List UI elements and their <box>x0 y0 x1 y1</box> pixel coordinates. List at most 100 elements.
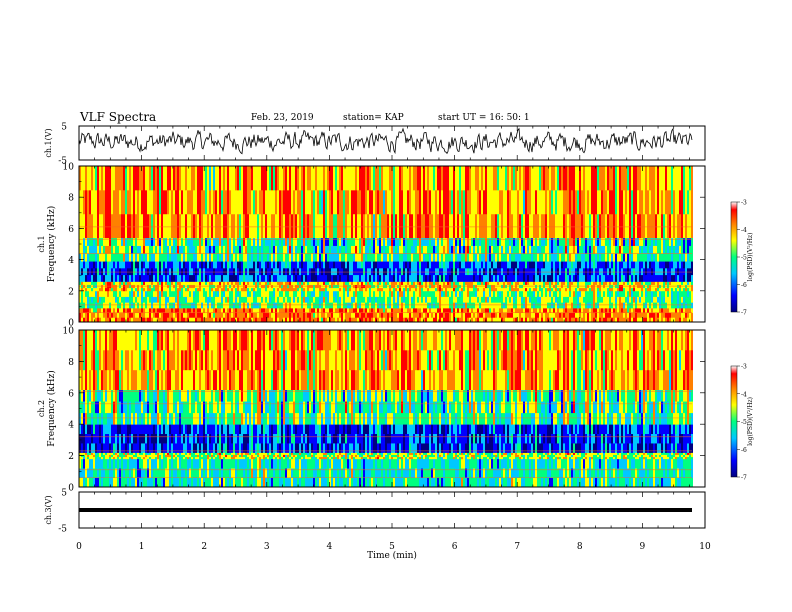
ch1-spec-cell <box>587 302 589 309</box>
ch1-spec-cell <box>517 237 519 246</box>
ch1-spec-cell <box>331 290 333 297</box>
ch1-spec-cell <box>169 290 171 297</box>
ch1-spec-cell <box>415 261 417 269</box>
ch1-spec-cell <box>129 189 131 215</box>
ch1-spec-cell <box>463 237 465 246</box>
ch1-spec-cell <box>469 189 471 215</box>
ch1-spec-cell <box>263 189 265 215</box>
ch1-spec-cell <box>423 290 425 297</box>
ch1-spec-cell <box>327 317 329 323</box>
ch1-spec-cell <box>125 166 127 191</box>
ch1-spec-cell <box>87 274 89 282</box>
ch1-spec-cell <box>261 267 263 276</box>
ch1-spec-cell <box>349 287 351 292</box>
ch1-spec-cell <box>109 312 111 318</box>
ch1-spec-cell <box>351 189 353 215</box>
ch1-spec-cell <box>123 296 125 303</box>
ch1-spec-cell <box>515 296 517 303</box>
ch1-spec-cell <box>161 245 163 254</box>
ch1-spec-cell <box>317 317 319 323</box>
ch1-spec-cell <box>595 261 597 269</box>
ch1-spec-cell <box>311 287 313 292</box>
ch1-spec-cell <box>121 287 123 292</box>
ch1-spec-cell <box>373 237 375 246</box>
ch1-spec-cell <box>199 253 201 262</box>
ch1-spec-cell <box>195 274 197 282</box>
ch1-spec-cell <box>377 281 379 285</box>
ch1-spec-cell <box>521 189 523 215</box>
ch1-spec-cell <box>387 237 389 246</box>
ch1-spec-cell <box>589 281 591 285</box>
ch1-spec-cell <box>141 302 143 309</box>
ch1-spec-cell <box>267 307 269 314</box>
ch1-spec-cell <box>395 213 397 239</box>
ch1-spec-cell <box>311 253 313 262</box>
ch1-spec-cell <box>105 189 107 215</box>
ch1-spec-cell <box>489 281 491 285</box>
date-label: Feb. 23, 2019 <box>251 113 314 123</box>
ch1-spec-cell <box>221 302 223 309</box>
ch1-spec-cell <box>547 287 549 292</box>
ch1-spec-cell <box>129 237 131 246</box>
ch1-spec-cell <box>417 253 419 262</box>
ch1-spec-cell <box>423 166 425 191</box>
ch1-spec-cell <box>283 307 285 314</box>
ch1-spec-cell <box>389 307 391 314</box>
ch1-spec-cell <box>323 189 325 215</box>
ch1-spec-cell <box>273 261 275 269</box>
ch1-spec-cell <box>437 290 439 297</box>
ch1-spec-cell <box>525 317 527 323</box>
ch1-spec-cell <box>257 274 259 282</box>
ch1-spec-cell <box>435 290 437 297</box>
ch1-spec-cell <box>301 312 303 318</box>
ch1-spec-cell <box>395 287 397 292</box>
ch1-spec-cell <box>119 213 121 239</box>
ch1-spec-cell <box>363 261 365 269</box>
ch1-spec-cell <box>137 189 139 215</box>
ch1-spec-cell <box>441 253 443 262</box>
ch1-spec-cell <box>213 312 215 318</box>
ch1-spec-cell <box>565 287 567 292</box>
ch1-spec-cell <box>347 287 349 292</box>
ch1-spec-cell <box>123 317 125 323</box>
ch1-spec-cell <box>229 253 231 262</box>
ch1-spec-cell <box>359 267 361 276</box>
ch1-spec-cell <box>463 307 465 314</box>
ch1-spec-cell <box>111 189 113 215</box>
ch1-spec-cell <box>159 287 161 292</box>
ch1-spec-cell <box>121 253 123 262</box>
ch1-spec-cell <box>325 261 327 269</box>
ch1-spec-cell <box>305 213 307 239</box>
ch1-spec-cell <box>415 317 417 323</box>
ch1-spec-cell <box>189 253 191 262</box>
ch1-spec-cell <box>591 166 593 191</box>
ch1-spec-cell <box>327 189 329 215</box>
ch1-spec-cell <box>621 267 623 276</box>
ch1-spec-cell <box>595 166 597 191</box>
ch1-spec-cell <box>269 302 271 309</box>
ch1-spec-cell <box>91 253 93 262</box>
ch1-spec-cell <box>453 189 455 215</box>
ch1-spec-cell <box>111 317 113 323</box>
ch1-spec-cell <box>619 213 621 239</box>
ch1-spec-cell <box>219 245 221 254</box>
ch1-spec-cell <box>553 245 555 254</box>
ch1-spec-cell <box>185 312 187 318</box>
ch1-spec-cell <box>295 245 297 254</box>
ch1-spec-cell <box>209 253 211 262</box>
ch1-spec-cell <box>93 166 95 191</box>
ch1-spec-cell <box>85 281 87 285</box>
ch1-spec-cell <box>239 307 241 314</box>
ch1-spec-cell <box>563 296 565 303</box>
ch1-spec-cell <box>387 307 389 314</box>
ch1-spec-cell <box>475 287 477 292</box>
ch1-spec-cell <box>359 237 361 246</box>
ch1-spec-cell <box>465 312 467 318</box>
ch1-spec-cell <box>173 290 175 297</box>
ch1-spec-cell <box>555 166 557 191</box>
ch1-spec-cell <box>467 267 469 276</box>
ch1-spec-cell <box>399 213 401 239</box>
ch1-spec-cell <box>525 296 527 303</box>
ch1-spec-cell <box>101 290 103 297</box>
